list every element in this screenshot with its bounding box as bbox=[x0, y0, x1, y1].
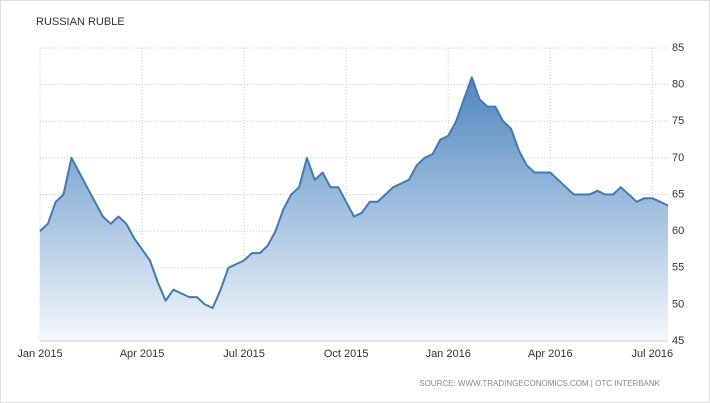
y-tick-label: 70 bbox=[672, 152, 684, 164]
x-tick-label: Apr 2016 bbox=[528, 348, 573, 360]
y-tick-label: 55 bbox=[672, 262, 684, 274]
x-tick-label: Jul 2015 bbox=[223, 348, 265, 360]
x-tick-label: Apr 2015 bbox=[120, 348, 165, 360]
x-tick-label: Oct 2015 bbox=[324, 348, 369, 360]
y-tick-label: 75 bbox=[672, 115, 684, 127]
line bbox=[39, 76, 669, 309]
y-tick-label: 45 bbox=[672, 335, 684, 347]
source: SOURCE: WWW.TRADINGECONOMICS.COM | OTC I… bbox=[419, 379, 660, 388]
area bbox=[40, 77, 668, 342]
chart-title: RUSSIAN RUBLE bbox=[36, 16, 125, 28]
y-tick-label: 60 bbox=[672, 225, 684, 237]
y-tick-label: 50 bbox=[672, 298, 684, 310]
x-tick-label: Jul 2016 bbox=[632, 348, 674, 360]
y-tick-label: 85 bbox=[672, 42, 684, 54]
y-tick-label: 80 bbox=[672, 79, 684, 91]
x-tick-label: Jan 2015 bbox=[17, 348, 62, 360]
x-tick-label: Jan 2016 bbox=[426, 348, 471, 360]
y-tick-label: 65 bbox=[672, 188, 684, 200]
